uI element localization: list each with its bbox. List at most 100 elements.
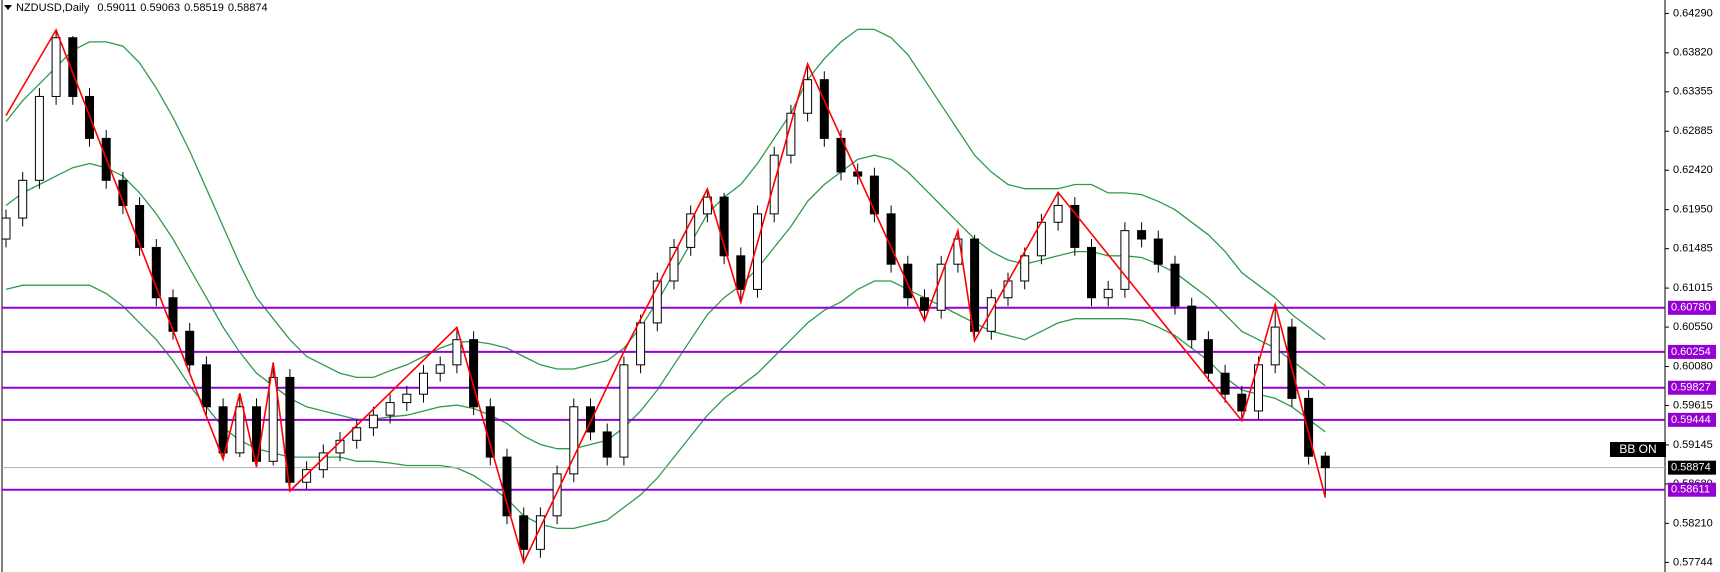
candle-body: [302, 469, 312, 483]
candle-body: [285, 376, 295, 483]
level-label: 0.59444: [1671, 414, 1711, 426]
candle-body: [1087, 246, 1096, 299]
y-tick-label: 0.60550: [1673, 321, 1713, 333]
candle-body: [68, 37, 78, 97]
candle-body: [552, 473, 562, 517]
candle-body: [485, 406, 495, 458]
bollinger-middle: [5, 154, 1326, 450]
bollinger-upper: [5, 28, 1326, 379]
level-label: 0.60254: [1671, 346, 1711, 358]
candle-body: [803, 79, 813, 114]
candle-body: [385, 402, 395, 416]
candle-body: [1320, 455, 1330, 469]
current-price-box: [1668, 460, 1716, 475]
header-open: 0.59011: [97, 2, 136, 14]
zigzag-line: [5, 28, 1327, 565]
level-label-box: [1668, 344, 1716, 359]
y-tick-label: 0.61015: [1673, 282, 1713, 294]
y-tick-label: 0.60080: [1673, 360, 1713, 372]
level-label-box: [1668, 300, 1716, 315]
candle-body: [1020, 255, 1030, 282]
candle-body: [1137, 230, 1147, 240]
candle-body: [1153, 238, 1163, 265]
candle-body: [569, 406, 579, 475]
candle-body: [1270, 326, 1280, 366]
candle-body: [218, 406, 228, 454]
candle-body: [936, 263, 946, 311]
candle-body: [1203, 339, 1213, 374]
level-label: 0.59827: [1671, 382, 1711, 394]
y-tick-label: 0.63355: [1673, 86, 1713, 98]
candle-body: [669, 246, 679, 282]
menu-triangle: [4, 5, 12, 10]
candle-body: [1070, 204, 1080, 248]
candle-body: [1170, 263, 1180, 307]
candle-body: [1, 217, 11, 240]
y-tick-label: 0.62885: [1673, 125, 1713, 137]
candle-body: [719, 196, 729, 257]
candle-body: [903, 263, 913, 299]
candle-body: [435, 364, 445, 374]
y-tick-label: 0.62420: [1673, 164, 1713, 176]
candle-body: [636, 322, 646, 366]
header-close: 0.58874: [228, 2, 268, 14]
level-label: 0.58611: [1671, 484, 1710, 496]
indicator-box: [1610, 442, 1666, 457]
candle-body: [819, 79, 829, 139]
header-high: 0.59063: [140, 2, 180, 14]
y-tick-label: 0.59145: [1673, 439, 1713, 451]
candle-body: [1287, 326, 1297, 399]
candle-body: [886, 213, 896, 265]
y-tick-label: 0.57744: [1673, 556, 1713, 568]
candle-body: [1103, 288, 1113, 299]
candle-body: [34, 95, 44, 181]
y-tick-label: 0.61485: [1673, 243, 1713, 255]
candle-body: [1187, 305, 1197, 341]
candle-body: [452, 339, 462, 366]
candle-body: [702, 196, 712, 215]
candle-body: [519, 515, 529, 550]
candle-body: [869, 175, 879, 215]
y-tick-label: 0.63820: [1673, 47, 1713, 59]
y-tick-label: 0.59615: [1673, 399, 1713, 411]
candle-body: [753, 213, 762, 290]
y-tick-label: 0.61950: [1673, 204, 1713, 216]
symbol: NZDUSD,Daily: [16, 2, 90, 14]
candle-body: [586, 406, 595, 433]
candle-body: [602, 431, 612, 458]
level-label-box: [1668, 482, 1716, 497]
indicator-label: BB ON: [1619, 442, 1656, 456]
current-price-label: 0.58874: [1671, 462, 1711, 474]
candle-body: [953, 238, 963, 265]
candle-body: [1003, 280, 1013, 299]
candle-body: [786, 112, 796, 156]
level-label-box: [1668, 380, 1716, 395]
candle-body: [352, 427, 362, 441]
candle-body: [535, 515, 545, 550]
candle-body: [235, 406, 245, 454]
candle-body: [1237, 393, 1247, 412]
candle-body: [619, 364, 629, 458]
candle-body: [986, 297, 996, 332]
candle-body: [185, 330, 195, 366]
candle-body: [970, 238, 980, 332]
candle-body: [51, 37, 61, 97]
candle-body: [686, 213, 696, 248]
candle-body: [419, 372, 428, 395]
candle-body: [652, 280, 662, 324]
candle-body: [168, 297, 178, 332]
candle-body: [368, 414, 378, 429]
candle-body: [1220, 372, 1230, 395]
candle-body: [201, 364, 211, 408]
level-label-box: [1668, 412, 1716, 427]
candle-body: [252, 406, 261, 462]
y-tick-label: 0.58210: [1673, 517, 1713, 529]
candle-body: [1304, 397, 1314, 457]
candle-body: [135, 204, 145, 248]
candle-body: [151, 246, 161, 299]
candle-body: [920, 297, 929, 311]
candle-body: [736, 255, 746, 290]
